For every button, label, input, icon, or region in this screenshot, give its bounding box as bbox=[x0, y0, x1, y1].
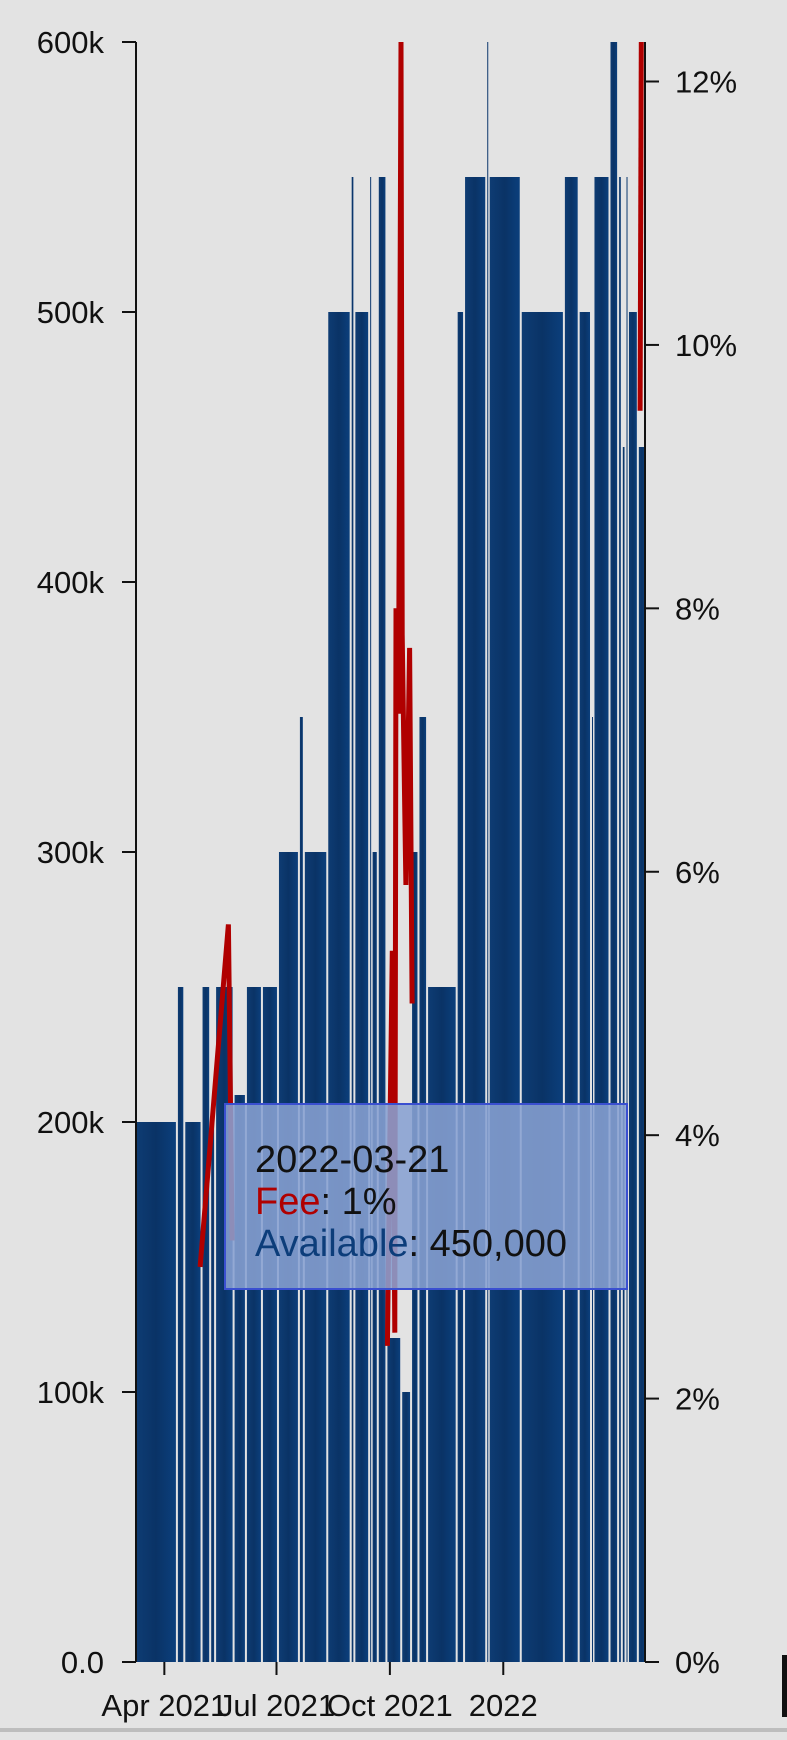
available-bar bbox=[402, 1392, 411, 1662]
available-bar bbox=[428, 987, 456, 1662]
right-tick-label: 4% bbox=[675, 1118, 720, 1153]
right-tick-label: 10% bbox=[675, 328, 737, 363]
right-tick-label: 0% bbox=[675, 1645, 720, 1680]
available-bar bbox=[387, 1338, 401, 1662]
available-bar bbox=[487, 42, 489, 1662]
x-tick-label: Apr 2021 bbox=[101, 1688, 227, 1723]
right-tick-label: 2% bbox=[675, 1382, 720, 1417]
x-tick-label: Jul 2021 bbox=[218, 1688, 335, 1723]
x-tick-label: Oct 2021 bbox=[327, 1688, 453, 1723]
tooltip-date: 2022-03-21 bbox=[255, 1139, 450, 1181]
fee-line-segment bbox=[637, 41, 644, 411]
available-bar bbox=[378, 177, 386, 1662]
available-bar bbox=[351, 177, 354, 1662]
available-bar bbox=[246, 987, 261, 1662]
right-tick-label: 12% bbox=[675, 65, 737, 100]
left-tick-label: 500k bbox=[37, 295, 105, 330]
left-tick-label: 200k bbox=[37, 1105, 105, 1140]
available-bar bbox=[579, 312, 591, 1662]
available-bar bbox=[521, 312, 563, 1662]
tooltip-fee-label: Fee bbox=[255, 1181, 321, 1223]
available-bar bbox=[622, 447, 625, 1662]
available-bar bbox=[211, 1122, 215, 1662]
left-tick-label: 600k bbox=[37, 25, 105, 60]
tooltip-fee-value: : 1% bbox=[320, 1181, 397, 1223]
available-bar bbox=[626, 177, 628, 1662]
x-tick-label: 2022 bbox=[469, 1688, 538, 1723]
available-bar bbox=[328, 312, 350, 1662]
available-bar bbox=[638, 447, 645, 1662]
available-bar bbox=[370, 177, 372, 1662]
chart-tooltip: 2022-03-21 Fee: 1% Available: 450,000 bbox=[224, 1103, 628, 1290]
available-bar bbox=[564, 177, 578, 1662]
available-bar bbox=[136, 1122, 176, 1662]
tooltip-available-value: : 450,000 bbox=[408, 1223, 568, 1265]
left-tick-label: 100k bbox=[37, 1375, 105, 1410]
available-bar bbox=[465, 177, 486, 1662]
tooltip-available-row: Available: 450,000 bbox=[255, 1223, 626, 1265]
left-tick-label: 400k bbox=[37, 565, 105, 600]
window-bottom-border bbox=[0, 1728, 787, 1732]
left-tick-label: 300k bbox=[37, 835, 105, 870]
available-bar bbox=[619, 177, 621, 1662]
available-bar bbox=[610, 42, 618, 1662]
right-tick-label: 6% bbox=[675, 855, 720, 890]
scroll-edge-marker bbox=[782, 1655, 787, 1717]
available-bar bbox=[185, 1122, 201, 1662]
available-bar bbox=[594, 177, 609, 1662]
available-bar bbox=[489, 177, 520, 1662]
available-bar bbox=[202, 987, 210, 1662]
available-bars bbox=[136, 42, 645, 1662]
right-tick-label: 8% bbox=[675, 591, 720, 626]
available-bar bbox=[628, 312, 637, 1662]
available-bar bbox=[262, 987, 277, 1662]
available-bar bbox=[355, 312, 369, 1662]
left-tick-label: 0.0 bbox=[61, 1645, 104, 1680]
available-bar bbox=[457, 312, 464, 1662]
available-bar bbox=[177, 987, 184, 1662]
fee-line-segment bbox=[384, 41, 415, 1346]
tooltip-available-label: Available bbox=[255, 1223, 409, 1265]
available-bar bbox=[234, 1095, 245, 1662]
tooltip-fee-row: Fee: 1% bbox=[255, 1181, 626, 1223]
axes: 0.0 100k 200k 300k 400k 500k 600k 0% 2% 4% 6% 8% 10%… bbox=[37, 25, 737, 1723]
